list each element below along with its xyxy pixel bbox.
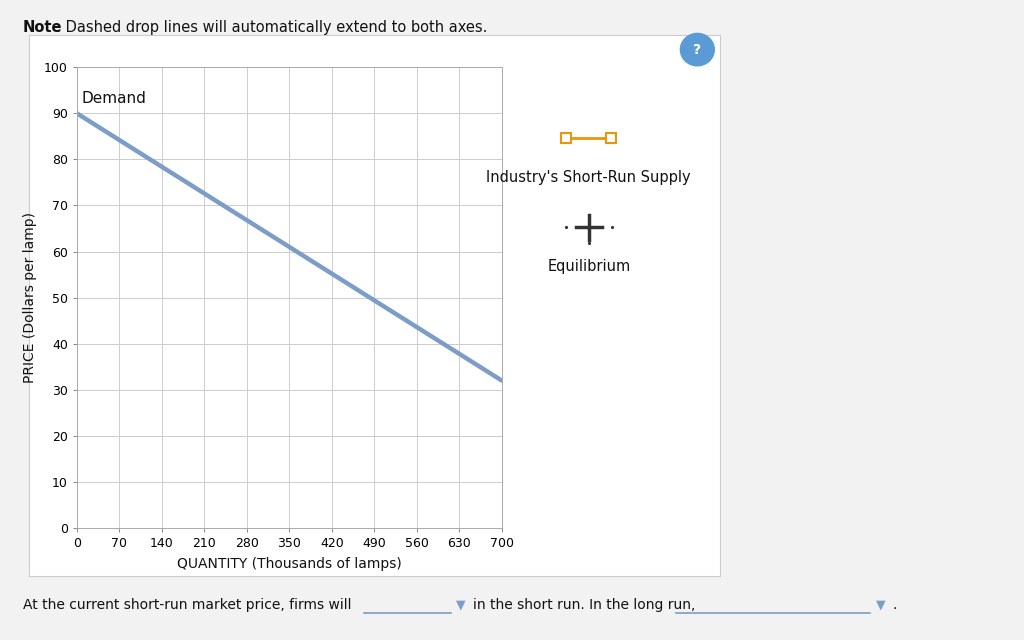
Text: Equilibrium: Equilibrium bbox=[547, 259, 631, 274]
X-axis label: QUANTITY (Thousands of lamps): QUANTITY (Thousands of lamps) bbox=[177, 557, 401, 571]
Text: : Dashed drop lines will automatically extend to both axes.: : Dashed drop lines will automatically e… bbox=[56, 20, 487, 35]
Y-axis label: PRICE (Dollars per lamp): PRICE (Dollars per lamp) bbox=[23, 212, 37, 383]
Text: ?: ? bbox=[693, 44, 701, 58]
Circle shape bbox=[680, 33, 715, 66]
Text: Demand: Demand bbox=[82, 92, 146, 106]
Text: Note: Note bbox=[23, 20, 62, 35]
Text: ▼: ▼ bbox=[456, 598, 465, 611]
Text: ▼: ▼ bbox=[876, 598, 885, 611]
Text: At the current short-run market price, firms will: At the current short-run market price, f… bbox=[23, 598, 351, 612]
Text: .: . bbox=[893, 598, 897, 612]
Text: in the short run. In the long run,: in the short run. In the long run, bbox=[473, 598, 695, 612]
Text: Industry's Short-Run Supply: Industry's Short-Run Supply bbox=[486, 170, 691, 184]
